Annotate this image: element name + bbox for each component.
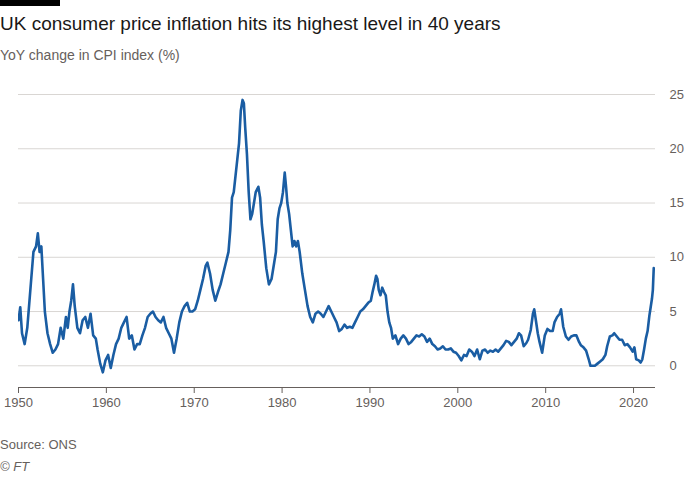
svg-text:10: 10 xyxy=(670,249,684,264)
svg-text:1960: 1960 xyxy=(92,395,121,410)
svg-text:20: 20 xyxy=(670,141,684,156)
svg-text:2010: 2010 xyxy=(531,395,560,410)
svg-text:1990: 1990 xyxy=(355,395,384,410)
svg-text:0: 0 xyxy=(670,358,677,373)
html-text:© FT: © FT xyxy=(0,459,30,474)
html-text:YoY change in CPI index (%): YoY change in CPI index (%) xyxy=(0,47,180,63)
svg-text:1950: 1950 xyxy=(4,395,33,410)
html-text:UK consumer price inflation hi: UK consumer price inflation hits its hig… xyxy=(0,13,501,34)
svg-text:1970: 1970 xyxy=(180,395,209,410)
svg-text:2000: 2000 xyxy=(443,395,472,410)
svg-text:25: 25 xyxy=(670,87,684,102)
html-text:Source: ONS: Source: ONS xyxy=(0,437,77,452)
svg-text:5: 5 xyxy=(670,304,677,319)
svg-text:15: 15 xyxy=(670,195,684,210)
svg-text:1980: 1980 xyxy=(268,395,297,410)
svg-text:2020: 2020 xyxy=(619,395,648,410)
